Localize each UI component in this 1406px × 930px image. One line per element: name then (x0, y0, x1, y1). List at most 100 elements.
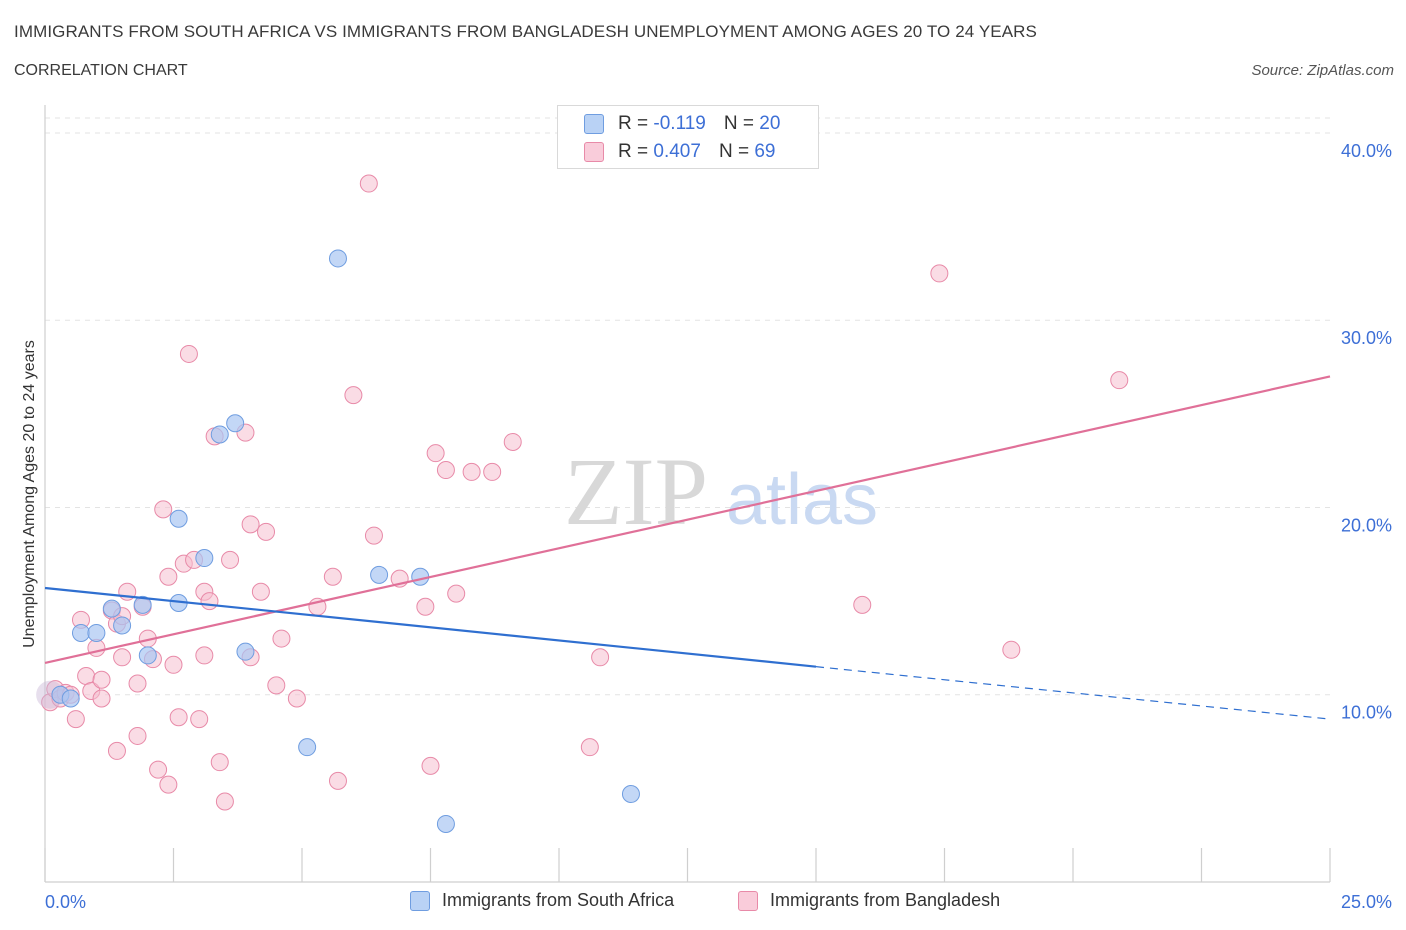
legend-swatch-bangladesh (584, 142, 604, 162)
legend-r-value-bangladesh: 0.407 (653, 141, 701, 162)
y-tick-label: 30.0% (1341, 328, 1392, 348)
bangladesh-point (154, 500, 173, 519)
bangladesh-point (503, 432, 522, 451)
south-africa-point (298, 738, 317, 757)
bangladesh-point (77, 667, 96, 686)
legend-r-label: R = (618, 141, 649, 162)
watermark: ZIP atlas (564, 438, 878, 545)
legend-row-bangladesh: R = 0.407 N = 69 (584, 140, 775, 164)
y-axis-label: Unemployment Among Ages 20 to 24 years (21, 340, 38, 648)
bangladesh-point (179, 344, 198, 363)
legend-n-label: N = (723, 113, 754, 134)
legend-n-label: N = (718, 141, 750, 162)
south-africa-trend-extension (815, 666, 1331, 720)
south-africa-point (61, 689, 80, 708)
south-africa-point (621, 784, 640, 803)
bangladesh-point (128, 674, 147, 693)
y-tick-label: 20.0% (1341, 515, 1392, 535)
south-africa-point (210, 425, 229, 444)
bangladesh-point (107, 741, 126, 760)
south-africa-point (138, 646, 157, 665)
south-africa-point (71, 623, 90, 642)
bangladesh-point (426, 444, 445, 463)
bangladesh-point (257, 522, 276, 541)
bangladesh-point (128, 726, 147, 745)
bangladesh-point (159, 567, 178, 586)
bangladesh-point (359, 174, 378, 193)
bangladesh-point (853, 595, 872, 614)
bangladesh-point (323, 567, 342, 586)
bangladesh-trend-line (44, 375, 1331, 664)
source-credit: Source: ZipAtlas.com (1251, 62, 1394, 79)
legend-swatch-south-africa (584, 114, 604, 134)
bangladesh-point (1110, 371, 1129, 390)
south-africa-point (436, 814, 455, 833)
series-swatch-bangladesh (738, 890, 758, 911)
bangladesh-point (272, 629, 291, 648)
bangladesh-point (159, 775, 178, 794)
watermark-zip: ZIP (564, 438, 708, 545)
x-tick-label-max: 25.0% (1341, 892, 1392, 912)
south-africa-point (102, 599, 121, 618)
bangladesh-point (195, 646, 214, 665)
legend-r-label: R = (618, 113, 649, 134)
bangladesh-point (210, 753, 229, 772)
bangladesh-point (328, 771, 347, 790)
axes (44, 105, 1331, 883)
y-tick-label: 40.0% (1341, 141, 1392, 161)
south-africa-point (236, 642, 255, 661)
bangladesh-point (164, 655, 183, 674)
bangladesh-point (215, 792, 234, 811)
series-legend-bangladesh[interactable]: Immigrants from Bangladesh (738, 890, 1000, 911)
south-africa-point (328, 249, 347, 268)
bangladesh-point (92, 670, 111, 689)
bangladesh-point (287, 689, 306, 708)
bangladesh-point (169, 708, 188, 727)
bangladesh-point (930, 264, 949, 283)
bangladesh-point (190, 710, 209, 729)
bangladesh-point (364, 526, 383, 545)
bangladesh-point (241, 515, 260, 534)
south-africa-point (370, 565, 389, 584)
bangladesh-point (267, 676, 286, 695)
bangladesh-point (447, 584, 466, 603)
tick-labels: 10.0% 20.0% 30.0% 40.0% 0.0% 25.0% (45, 141, 1392, 912)
south-africa-point (87, 623, 106, 642)
south-africa-point (411, 567, 430, 586)
south-africa-point (133, 595, 152, 614)
bangladesh-point (1002, 640, 1021, 659)
y-tick-label: 10.0% (1341, 703, 1392, 723)
south-africa-trend-line (44, 586, 817, 668)
bangladesh-point (200, 592, 219, 611)
bangladesh-point (66, 710, 85, 729)
series-swatch-south-africa (410, 890, 430, 911)
series-legend-south-africa[interactable]: Immigrants from South Africa (410, 890, 674, 911)
bangladesh-point (251, 582, 270, 601)
correlation-legend: R = -0.119 N = 20 R = 0.407 N = 69 (557, 105, 819, 169)
south-africa-point (226, 414, 245, 433)
legend-n-value-south-africa: 20 (759, 113, 781, 134)
south-africa-point (169, 509, 188, 528)
legend-n-value-bangladesh: 69 (754, 141, 776, 162)
legend-r-value-south-africa: -0.119 (653, 113, 706, 134)
series-label-south-africa: Immigrants from South Africa (442, 890, 675, 910)
bangladesh-point (416, 597, 435, 616)
bangladesh-point (149, 760, 168, 779)
bangladesh-point (462, 462, 481, 481)
watermark-atlas: atlas (726, 460, 878, 540)
bangladesh-point (113, 648, 132, 667)
x-tick-label-min: 0.0% (45, 892, 86, 912)
south-africa-points (51, 249, 640, 833)
trend-lines (44, 375, 1331, 720)
legend-row-south-africa: R = -0.119 N = 20 (584, 112, 780, 136)
bangladesh-point (483, 462, 502, 481)
bangladesh-point (436, 461, 455, 480)
bangladesh-point (221, 550, 240, 569)
bangladesh-point (92, 689, 111, 708)
bangladesh-point (421, 756, 440, 775)
bangladesh-point (580, 738, 599, 757)
south-africa-point (195, 549, 214, 568)
series-label-bangladesh: Immigrants from Bangladesh (770, 890, 1001, 910)
south-africa-point (113, 616, 132, 635)
